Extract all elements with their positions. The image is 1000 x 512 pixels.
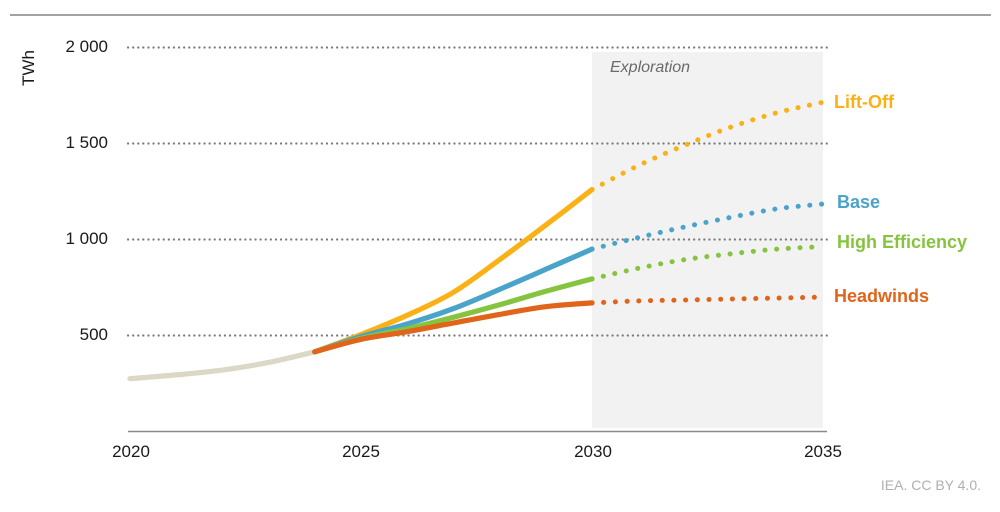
x-tick-2035: 2035 — [804, 442, 842, 461]
series-line-base — [312, 246, 595, 355]
top-rule — [10, 14, 991, 16]
y-tick-1000: 1 000 — [65, 229, 108, 248]
series-label-headwinds: Headwinds — [834, 286, 930, 306]
projection-region-shade — [592, 52, 823, 428]
y-tick-500: 500 — [79, 325, 108, 344]
x-tick-2025: 2025 — [342, 442, 380, 461]
projection-region-label: Exploration — [610, 59, 691, 76]
series-line-headwinds — [312, 300, 595, 355]
series-dotted-high-efficiency — [589, 244, 826, 282]
series-dotted-base — [589, 201, 826, 252]
series-dotted-lift-off — [589, 99, 826, 193]
x-tick-2030: 2030 — [574, 442, 612, 461]
series-label-base: Base — [837, 192, 881, 212]
y-tick-1500: 1 500 — [65, 133, 108, 152]
series-dotted-headwinds — [589, 294, 826, 306]
series-label-lift-off: Lift-Off — [834, 92, 894, 112]
series-line-historical — [127, 349, 318, 382]
y-tick-2000: 2 000 — [65, 37, 108, 56]
x-tick-2020: 2020 — [112, 442, 150, 461]
attribution-text: IEA. CC BY 4.0. — [880, 477, 981, 493]
series-line-lift-off — [312, 187, 595, 355]
series-label-high-efficiency: High Efficiency — [837, 232, 968, 252]
